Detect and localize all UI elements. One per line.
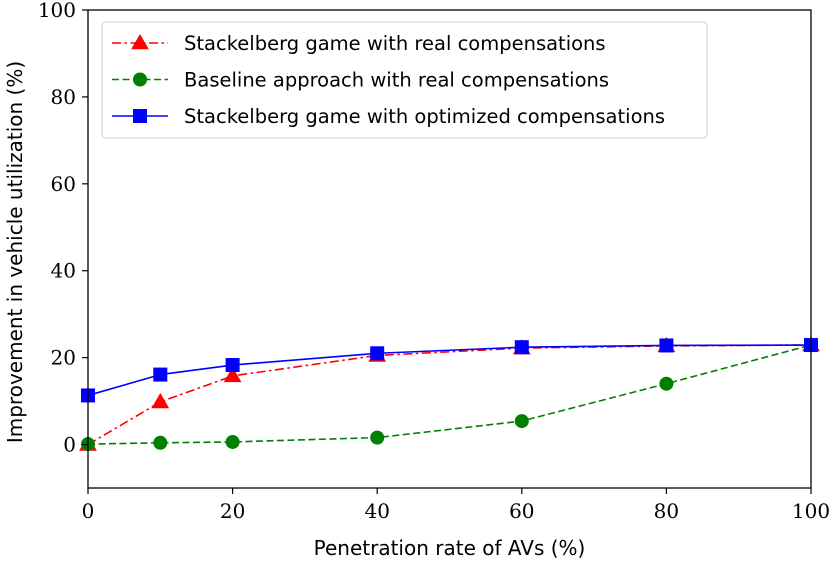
series-2-point <box>153 435 168 450</box>
y-tick-label: 60 <box>51 172 76 196</box>
y-tick-label: 20 <box>51 346 76 370</box>
series-2-point <box>514 414 529 429</box>
series-1-point <box>223 366 242 383</box>
legend-label-3: Stackelberg game with optimized compensa… <box>184 105 665 128</box>
plot-frame <box>87 9 812 489</box>
series-3-point <box>514 340 529 355</box>
x-tick-label: 40 <box>364 499 389 523</box>
x-tick-label: 20 <box>220 499 245 523</box>
legend-marker-2 <box>133 72 147 87</box>
series-3-point <box>225 358 240 373</box>
legend-label-1: Stackelberg game with real compensations <box>184 32 606 55</box>
series-1-point <box>151 392 170 409</box>
legend-box <box>101 21 708 139</box>
series-3-point <box>153 367 168 382</box>
legend-marker-1 <box>131 34 149 50</box>
y-tick-label: 40 <box>51 259 76 283</box>
legend-marker-3 <box>133 109 147 123</box>
y-tick-label: 80 <box>51 85 76 109</box>
legend: Stackelberg game with real compensations… <box>101 21 708 139</box>
series-2-point <box>225 434 240 449</box>
y-tick-label: 0 <box>63 433 76 457</box>
y-axis-label: Improvement in vehicle utilization (%) <box>3 61 27 443</box>
series-2-point <box>370 430 385 445</box>
x-tick-label: 100 <box>792 499 830 523</box>
series-line-2 <box>87 344 812 445</box>
series-line-3 <box>87 344 812 397</box>
series-lines <box>87 344 812 446</box>
x-tick-label: 0 <box>82 499 95 523</box>
series-2-point <box>659 376 674 391</box>
x-axis-label: Penetration rate of AVs (%) <box>314 536 586 560</box>
x-tick-label: 60 <box>509 499 534 523</box>
series-3-point <box>659 338 674 353</box>
legend-items: Stackelberg game with real compensations… <box>112 32 665 128</box>
y-tick-label: 100 <box>38 0 76 22</box>
axis-ticks: 0 20 40 60 80 100 0 20 40 60 80 100 <box>38 0 830 523</box>
legend-label-2: Baseline approach with real compensation… <box>184 69 609 92</box>
series-3-point <box>370 346 385 361</box>
x-tick-label: 80 <box>654 499 679 523</box>
series-markers <box>79 336 820 452</box>
